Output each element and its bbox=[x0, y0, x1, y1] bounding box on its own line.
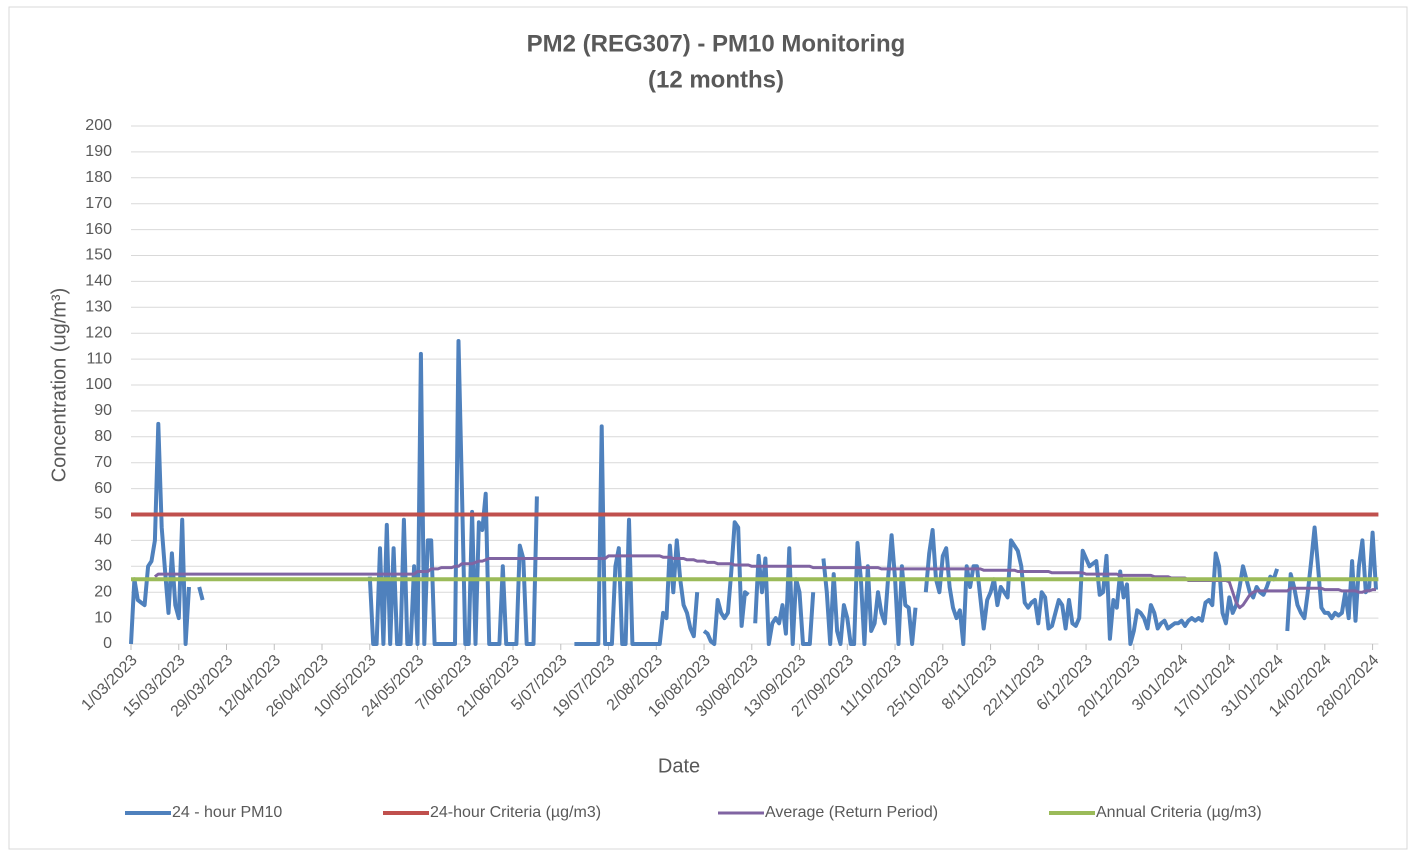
y-tick-label: 140 bbox=[85, 273, 112, 290]
series-line bbox=[923, 528, 1280, 646]
y-tick-label: 60 bbox=[94, 480, 112, 497]
series-line bbox=[574, 424, 700, 646]
y-tick-label: 180 bbox=[85, 169, 112, 186]
y-tick-label: 130 bbox=[85, 299, 112, 316]
legend-label: Annual Criteria (µg/m3) bbox=[1096, 804, 1262, 821]
legend-label: 24 - hour PM10 bbox=[172, 804, 282, 821]
series-line bbox=[367, 339, 539, 646]
legend-label: Average (Return Period) bbox=[765, 804, 938, 821]
y-tick-label: 120 bbox=[85, 324, 112, 341]
x-axis-title: Date bbox=[658, 755, 700, 777]
series-line bbox=[1285, 525, 1378, 632]
series-line bbox=[129, 421, 191, 646]
y-tick-label: 0 bbox=[103, 635, 112, 652]
y-axis-title: Concentration (ug/m³) bbox=[48, 288, 70, 483]
y-tick-label: 200 bbox=[85, 117, 112, 134]
y-tick-label: 50 bbox=[94, 506, 112, 523]
y-tick-label: 10 bbox=[94, 609, 112, 626]
y-tick-label: 190 bbox=[85, 143, 112, 160]
y-tick-label: 40 bbox=[94, 532, 112, 549]
y-tick-label: 100 bbox=[85, 376, 112, 393]
series-line bbox=[821, 533, 918, 646]
legend-label: 24-hour Criteria (µg/m3) bbox=[430, 804, 601, 821]
y-tick-label: 160 bbox=[85, 221, 112, 238]
chart-frame bbox=[8, 6, 1408, 850]
series-line bbox=[702, 520, 750, 646]
series-line bbox=[197, 586, 205, 601]
chart-title: PM2 (REG307) - PM10 Monitoring bbox=[527, 30, 906, 57]
y-tick-label: 110 bbox=[86, 350, 112, 367]
y-tick-label: 30 bbox=[94, 558, 112, 575]
y-tick-label: 70 bbox=[94, 454, 112, 471]
y-tick-label: 80 bbox=[94, 428, 112, 445]
y-tick-label: 150 bbox=[85, 247, 112, 264]
y-tick-label: 90 bbox=[94, 402, 112, 419]
series-line bbox=[753, 546, 816, 646]
y-tick-label: 20 bbox=[94, 583, 112, 600]
chart-subtitle: (12 months) bbox=[648, 66, 784, 93]
y-tick-label: 170 bbox=[85, 195, 112, 212]
